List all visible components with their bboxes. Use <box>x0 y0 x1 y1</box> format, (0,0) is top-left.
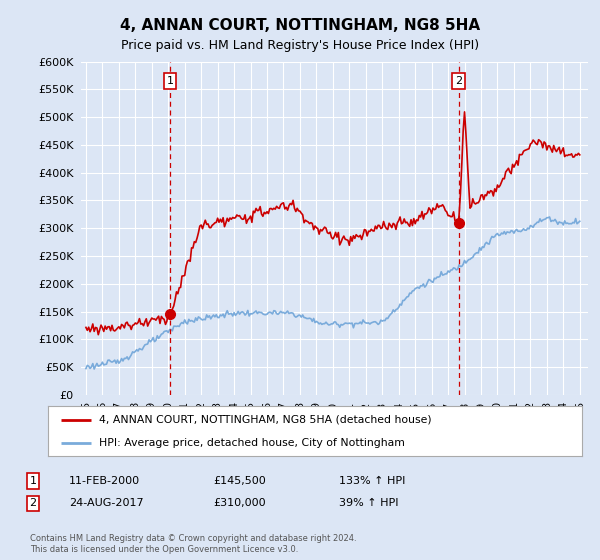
Text: 11-FEB-2000: 11-FEB-2000 <box>69 476 140 486</box>
Text: This data is licensed under the Open Government Licence v3.0.: This data is licensed under the Open Gov… <box>30 545 298 554</box>
Text: 1: 1 <box>29 476 37 486</box>
Text: Contains HM Land Registry data © Crown copyright and database right 2024.: Contains HM Land Registry data © Crown c… <box>30 534 356 543</box>
Text: 4, ANNAN COURT, NOTTINGHAM, NG8 5HA (detached house): 4, ANNAN COURT, NOTTINGHAM, NG8 5HA (det… <box>99 414 431 424</box>
Text: £145,500: £145,500 <box>213 476 266 486</box>
Text: 1: 1 <box>167 76 174 86</box>
Text: 24-AUG-2017: 24-AUG-2017 <box>69 498 143 508</box>
Text: 39% ↑ HPI: 39% ↑ HPI <box>339 498 398 508</box>
Text: Price paid vs. HM Land Registry's House Price Index (HPI): Price paid vs. HM Land Registry's House … <box>121 39 479 53</box>
Text: HPI: Average price, detached house, City of Nottingham: HPI: Average price, detached house, City… <box>99 438 404 448</box>
Text: 2: 2 <box>455 76 463 86</box>
Text: 4, ANNAN COURT, NOTTINGHAM, NG8 5HA: 4, ANNAN COURT, NOTTINGHAM, NG8 5HA <box>120 18 480 32</box>
Text: 2: 2 <box>29 498 37 508</box>
Text: 133% ↑ HPI: 133% ↑ HPI <box>339 476 406 486</box>
Text: £310,000: £310,000 <box>213 498 266 508</box>
